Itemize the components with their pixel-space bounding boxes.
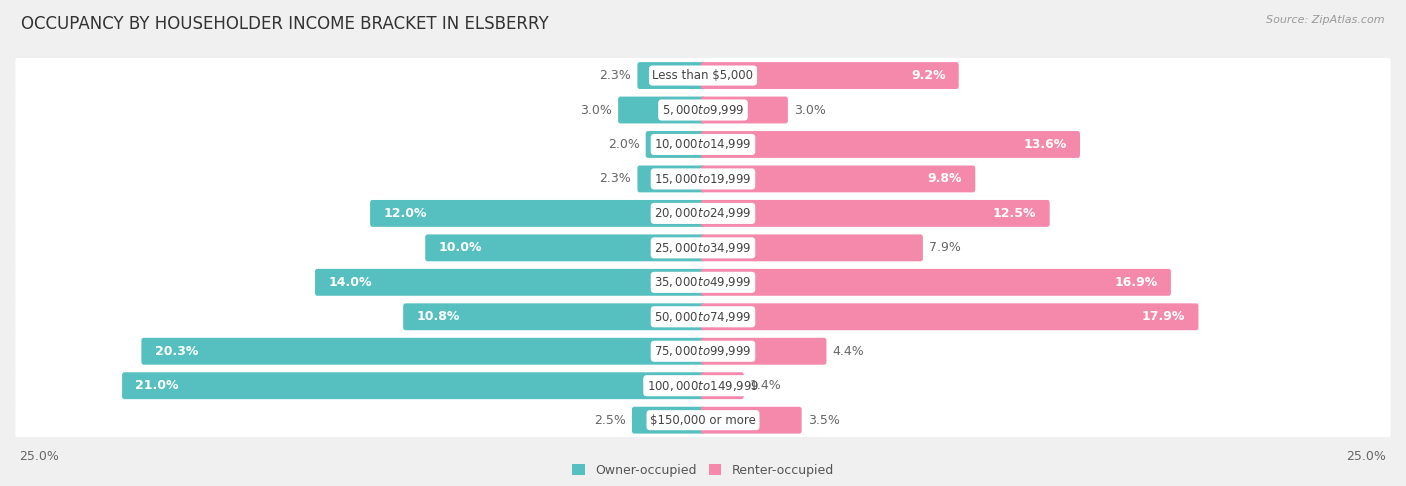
FancyBboxPatch shape <box>700 131 1080 158</box>
Text: 2.3%: 2.3% <box>599 69 631 82</box>
FancyBboxPatch shape <box>15 401 1391 439</box>
FancyBboxPatch shape <box>700 303 1198 330</box>
FancyBboxPatch shape <box>15 125 1391 163</box>
FancyBboxPatch shape <box>700 97 787 123</box>
FancyBboxPatch shape <box>15 263 1391 301</box>
Text: $150,000 or more: $150,000 or more <box>650 414 756 427</box>
FancyBboxPatch shape <box>15 332 1391 370</box>
Text: $25,000 to $34,999: $25,000 to $34,999 <box>654 241 752 255</box>
FancyBboxPatch shape <box>315 269 706 296</box>
FancyBboxPatch shape <box>15 194 1391 232</box>
Text: 20.3%: 20.3% <box>155 345 198 358</box>
FancyBboxPatch shape <box>637 166 706 192</box>
FancyBboxPatch shape <box>15 160 1391 198</box>
FancyBboxPatch shape <box>645 131 706 158</box>
Text: 10.0%: 10.0% <box>439 242 482 254</box>
Text: 25.0%: 25.0% <box>1347 450 1386 463</box>
Legend: Owner-occupied, Renter-occupied: Owner-occupied, Renter-occupied <box>572 464 834 477</box>
Text: 2.5%: 2.5% <box>593 414 626 427</box>
FancyBboxPatch shape <box>700 234 922 261</box>
Text: 13.6%: 13.6% <box>1024 138 1067 151</box>
Text: 1.4%: 1.4% <box>749 379 782 392</box>
FancyBboxPatch shape <box>619 97 706 123</box>
FancyBboxPatch shape <box>15 229 1391 267</box>
FancyBboxPatch shape <box>370 200 706 227</box>
FancyBboxPatch shape <box>404 303 706 330</box>
Text: 7.9%: 7.9% <box>929 242 960 254</box>
Text: 2.0%: 2.0% <box>607 138 640 151</box>
Text: $100,000 to $149,999: $100,000 to $149,999 <box>647 379 759 393</box>
Text: Less than $5,000: Less than $5,000 <box>652 69 754 82</box>
FancyBboxPatch shape <box>637 62 706 89</box>
FancyBboxPatch shape <box>122 372 706 399</box>
Text: 4.4%: 4.4% <box>832 345 865 358</box>
FancyBboxPatch shape <box>15 56 1391 94</box>
FancyBboxPatch shape <box>700 338 827 364</box>
FancyBboxPatch shape <box>15 367 1391 405</box>
FancyBboxPatch shape <box>700 269 1171 296</box>
Text: $15,000 to $19,999: $15,000 to $19,999 <box>654 172 752 186</box>
FancyBboxPatch shape <box>700 62 959 89</box>
Text: 17.9%: 17.9% <box>1142 310 1185 323</box>
FancyBboxPatch shape <box>15 298 1391 336</box>
Text: 12.0%: 12.0% <box>384 207 427 220</box>
Text: OCCUPANCY BY HOUSEHOLDER INCOME BRACKET IN ELSBERRY: OCCUPANCY BY HOUSEHOLDER INCOME BRACKET … <box>21 15 548 33</box>
Text: $20,000 to $24,999: $20,000 to $24,999 <box>654 207 752 220</box>
Text: 9.8%: 9.8% <box>928 173 962 186</box>
Text: 10.8%: 10.8% <box>416 310 460 323</box>
Text: 12.5%: 12.5% <box>993 207 1036 220</box>
Text: 3.5%: 3.5% <box>807 414 839 427</box>
FancyBboxPatch shape <box>700 372 744 399</box>
Text: 16.9%: 16.9% <box>1115 276 1157 289</box>
FancyBboxPatch shape <box>631 407 706 434</box>
FancyBboxPatch shape <box>700 407 801 434</box>
Text: $75,000 to $99,999: $75,000 to $99,999 <box>654 344 752 358</box>
Text: 9.2%: 9.2% <box>911 69 945 82</box>
Text: Source: ZipAtlas.com: Source: ZipAtlas.com <box>1267 15 1385 25</box>
Text: 21.0%: 21.0% <box>135 379 179 392</box>
Text: $35,000 to $49,999: $35,000 to $49,999 <box>654 276 752 289</box>
Text: 3.0%: 3.0% <box>794 104 825 117</box>
Text: $10,000 to $14,999: $10,000 to $14,999 <box>654 138 752 152</box>
Text: 2.3%: 2.3% <box>599 173 631 186</box>
Text: 25.0%: 25.0% <box>20 450 59 463</box>
Text: $50,000 to $74,999: $50,000 to $74,999 <box>654 310 752 324</box>
FancyBboxPatch shape <box>425 234 706 261</box>
Text: $5,000 to $9,999: $5,000 to $9,999 <box>662 103 744 117</box>
Text: 14.0%: 14.0% <box>328 276 371 289</box>
FancyBboxPatch shape <box>700 166 976 192</box>
FancyBboxPatch shape <box>700 200 1050 227</box>
FancyBboxPatch shape <box>15 91 1391 129</box>
Text: 3.0%: 3.0% <box>581 104 612 117</box>
FancyBboxPatch shape <box>142 338 706 364</box>
